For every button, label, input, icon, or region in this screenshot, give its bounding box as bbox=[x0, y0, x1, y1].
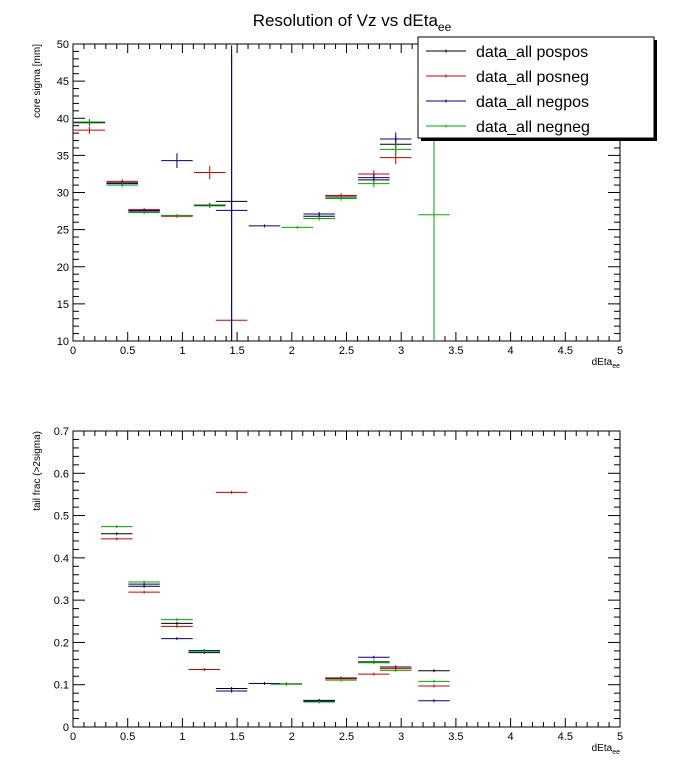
y-tick-label: 0.1 bbox=[54, 680, 69, 692]
y-tick-label: 0.3 bbox=[54, 595, 69, 607]
legend-entry: data_all negneg bbox=[476, 119, 590, 136]
x-tick-label: 3.5 bbox=[448, 731, 463, 743]
y-tick-label: 15 bbox=[57, 299, 69, 311]
y-tick-label: 10 bbox=[57, 336, 69, 348]
x-tick-label: 1.5 bbox=[229, 345, 244, 357]
x-tick-label: 2 bbox=[289, 345, 295, 357]
x-tick-label: 3.5 bbox=[448, 345, 463, 357]
series-1 bbox=[101, 532, 450, 702]
x-tick-label: 4.5 bbox=[558, 345, 573, 357]
x-axis-title: dEtaee bbox=[592, 743, 620, 756]
x-tick-label: 1 bbox=[179, 731, 185, 743]
x-tick-label: 1.5 bbox=[229, 731, 244, 743]
plot-frame bbox=[72, 430, 621, 728]
x-axis-title-main: dEta bbox=[592, 743, 613, 754]
series-4 bbox=[101, 525, 450, 704]
legend-entry: data_all negpos bbox=[476, 94, 589, 111]
y-tick-label: 0.5 bbox=[54, 511, 69, 523]
x-tick-label: 3 bbox=[398, 345, 404, 357]
y-tick-label: 20 bbox=[57, 262, 69, 274]
y-axis-title: tail frac (>2sigma) bbox=[32, 431, 43, 511]
legend-entry: data_all posneg bbox=[476, 69, 589, 86]
y-tick-label: 50 bbox=[57, 39, 69, 51]
x-tick-label: 5 bbox=[617, 731, 623, 743]
x-tick-label: 5 bbox=[617, 345, 623, 357]
core-sigma-plot: 0 0.5 1 1.5 2 2.5 3 3.5 4 4.5 5 10 15 20 25 30 35 40 45 50 d… bbox=[32, 39, 623, 370]
x-tick-label: 4.5 bbox=[558, 731, 573, 743]
x-axis-title-main: dEta bbox=[592, 357, 613, 368]
y-tick-label: 35 bbox=[57, 150, 69, 162]
x-tick-label: 0 bbox=[70, 731, 76, 743]
x-axis-title-sub: ee bbox=[612, 749, 620, 756]
x-tick-label: 4 bbox=[508, 345, 514, 357]
legend-box bbox=[417, 36, 655, 139]
y-tick-label: 0.6 bbox=[54, 468, 69, 480]
tail-fraction-plot: 0 0.5 1 1.5 2 2.5 3 3.5 4 4.5 5 0 0.1 0.2 0.3 0.4 0.5 0.6… bbox=[32, 426, 623, 756]
series-2 bbox=[101, 490, 450, 688]
x-tick-label: 2.5 bbox=[339, 731, 354, 743]
y-tick-label: 0.7 bbox=[54, 426, 69, 438]
chart-title-main: Resolution of Vz vs dEta bbox=[253, 11, 439, 30]
series-2 bbox=[73, 126, 412, 322]
x-tick-label: 0.5 bbox=[120, 345, 135, 357]
x-tick-label: 1 bbox=[179, 345, 185, 357]
legend-entry: data_all pospos bbox=[476, 44, 588, 61]
y-tick-label: 40 bbox=[57, 113, 69, 125]
y-tick-label: 0.2 bbox=[54, 637, 69, 649]
legend: data_all pospos data_all posneg data_all n… bbox=[417, 36, 657, 141]
series-3 bbox=[106, 54, 412, 341]
x-tick-label: 3 bbox=[398, 731, 404, 743]
y-tick-label: 0 bbox=[63, 722, 69, 734]
chart-title: Resolution of Vz vs dEtaee bbox=[253, 11, 452, 34]
x-tick-label: 4 bbox=[508, 731, 514, 743]
y-tick-label: 25 bbox=[57, 225, 69, 237]
x-axis-title-sub: ee bbox=[612, 363, 620, 370]
x-tick-label: 2 bbox=[289, 731, 295, 743]
y-axis-title: core sigma [mm] bbox=[32, 44, 43, 118]
x-tick-label: 0 bbox=[70, 345, 76, 357]
x-tick-label: 2.5 bbox=[339, 345, 354, 357]
y-tick-label: 45 bbox=[57, 76, 69, 88]
y-tick-label: 30 bbox=[57, 188, 69, 200]
x-axis-title: dEtaee bbox=[592, 357, 620, 370]
y-tick-label: 0.4 bbox=[54, 553, 69, 565]
chart-title-sub: ee bbox=[438, 20, 452, 34]
x-tick-label: 0.5 bbox=[120, 731, 135, 743]
series-4 bbox=[73, 88, 450, 341]
series-1 bbox=[73, 45, 412, 341]
